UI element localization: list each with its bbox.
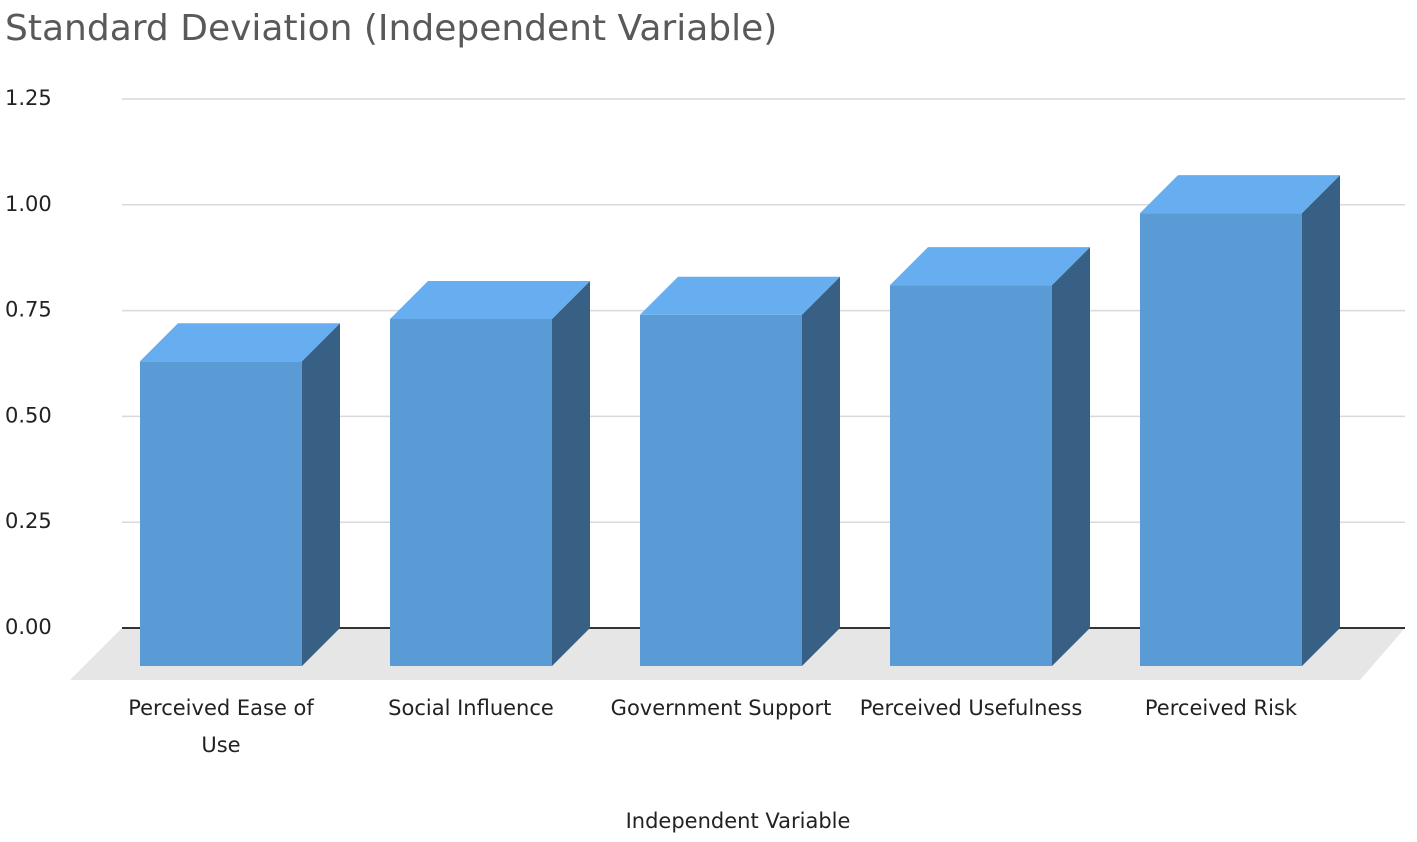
bar-top (1140, 175, 1340, 214)
bar-top (390, 280, 590, 319)
bar-side (552, 280, 590, 666)
x-tick-label: Perceived Usefulness (859, 696, 1083, 720)
bar-side (802, 276, 840, 666)
x-tick-label: Perceived Ease of Use (128, 696, 314, 757)
y-tick-label: 1.00 (5, 192, 52, 216)
y-tick-label: 0.00 (5, 615, 52, 639)
bar-top (640, 276, 840, 315)
y-tick-label: 1.25 (5, 86, 52, 110)
bar-side (1302, 175, 1340, 666)
bar (890, 247, 1090, 666)
bar (390, 280, 590, 666)
bar-front (1140, 213, 1302, 666)
bar-side (1052, 247, 1090, 666)
y-tick-label: 0.50 (5, 403, 52, 427)
y-tick-label: 0.75 (5, 298, 52, 322)
x-tick-label: Social Influence (388, 696, 554, 720)
x-tick-label: Perceived Risk (1144, 696, 1298, 720)
x-tick-label: Government Support (610, 696, 832, 720)
bar-side (302, 323, 340, 666)
bar-top (140, 323, 340, 362)
y-tick-label: 0.25 (5, 509, 52, 533)
bar (640, 276, 840, 666)
bar-front (640, 314, 802, 666)
bar (140, 323, 340, 666)
chart-title: Standard Deviation (Independent Variable… (5, 8, 777, 49)
bar-top (890, 247, 1090, 286)
x-axis-label: Independent Variable (626, 809, 851, 833)
bar-front (140, 361, 302, 666)
bar (1140, 175, 1340, 666)
bar-front (390, 318, 552, 666)
bar-front (890, 285, 1052, 666)
